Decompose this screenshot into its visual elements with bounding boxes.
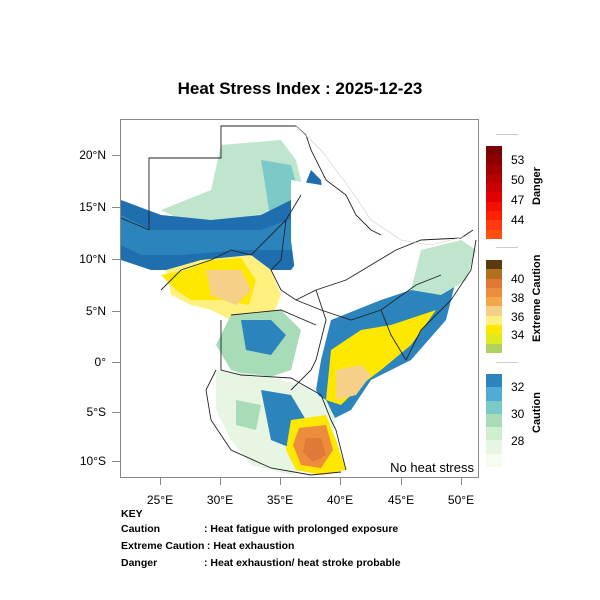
y-axis-label: 5°N	[85, 304, 106, 318]
colorbar-swatch	[486, 325, 502, 335]
x-tick	[461, 478, 462, 485]
key-category: Danger	[121, 557, 158, 569]
colorbar-swatch	[486, 146, 502, 156]
extreme-caution-colorbar	[486, 260, 502, 353]
y-tick	[112, 155, 120, 156]
y-axis-label: 10°S	[79, 454, 106, 468]
x-tick	[340, 478, 341, 485]
danger-colorbar	[486, 146, 502, 239]
colorbar-swatch	[486, 155, 502, 165]
key-category: Extreme Caution	[121, 540, 205, 552]
colorbar-swatch	[486, 201, 502, 212]
danger-tick-label: 53	[511, 153, 525, 167]
y-tick	[112, 207, 120, 208]
caution-legend-title: Caution	[531, 392, 543, 433]
x-tick	[160, 478, 161, 485]
danger-legend-title: Danger	[531, 167, 543, 205]
colorbar-swatch	[486, 334, 502, 344]
caution-colorbar	[486, 374, 502, 467]
danger-tick-label: 47	[511, 193, 525, 207]
y-tick	[112, 412, 120, 413]
y-tick	[112, 362, 120, 363]
x-axis-label: 45°E	[387, 493, 415, 507]
extreme-caution-tick-label: 34	[511, 328, 525, 342]
extreme-caution-tick-label: 40	[511, 272, 525, 286]
x-axis-label: 35°E	[266, 493, 294, 507]
key-row-extreme-caution: Extreme Caution : Heat exhaustion	[121, 540, 294, 552]
y-tick	[112, 311, 120, 312]
colorbar-swatch	[486, 260, 502, 270]
extreme-caution-legend-title: Extreme Caution	[531, 254, 543, 342]
colorbar-swatch	[486, 453, 502, 467]
key-description: : Heat exhaustion	[204, 540, 295, 552]
no-heat-stress-label: No heat stress	[390, 460, 474, 475]
caution-tick-label: 28	[511, 434, 525, 448]
danger-tick-label: 50	[511, 173, 525, 187]
colorbar-swatch	[486, 229, 502, 239]
colorbar-swatch	[486, 192, 502, 202]
colorbar-swatch	[486, 413, 502, 428]
colorbar-swatch	[486, 211, 502, 221]
colorbar-swatch	[486, 297, 502, 307]
y-tick	[112, 461, 120, 462]
colorbar-swatch	[486, 400, 502, 414]
colorbar-swatch	[486, 387, 502, 401]
y-axis-label: 15°N	[79, 200, 106, 214]
legend-divider	[496, 247, 518, 248]
extreme-caution-tick-label: 38	[511, 291, 525, 305]
colorbar-swatch	[486, 306, 502, 316]
colorbar-swatch	[486, 374, 502, 388]
y-tick	[112, 259, 120, 260]
x-tick	[220, 478, 221, 485]
key-category: Caution	[121, 523, 161, 535]
y-axis-label: 10°N	[79, 252, 106, 266]
y-axis-label: 20°N	[79, 148, 106, 162]
colorbar-swatch	[486, 343, 502, 353]
colorbar-swatch	[486, 440, 502, 454]
colorbar-swatch	[486, 220, 502, 230]
legend-divider	[496, 134, 518, 135]
x-axis-label: 25°E	[146, 493, 174, 507]
danger-tick-label: 44	[511, 213, 525, 227]
key-row-danger: Danger : Heat exhaustion/ heat stroke pro…	[121, 557, 401, 569]
colorbar-swatch	[486, 173, 502, 184]
x-axis-label: 50°E	[447, 493, 475, 507]
colorbar-swatch	[486, 278, 502, 288]
extreme-caution-tick-label: 36	[511, 310, 525, 324]
legend-divider	[496, 362, 518, 363]
colorbar-swatch	[486, 315, 502, 326]
y-axis-label: 5°S	[86, 405, 106, 419]
colorbar-swatch	[486, 164, 502, 174]
x-axis-label: 40°E	[326, 493, 354, 507]
heat-stress-map: No heat stress	[120, 119, 479, 478]
key-description: : Heat fatigue with prolonged exposure	[204, 523, 399, 535]
colorbar-swatch	[486, 269, 502, 279]
x-axis-label: 30°E	[206, 493, 234, 507]
x-tick	[401, 478, 402, 485]
caution-tick-label: 32	[511, 380, 525, 394]
map-graphic	[121, 125, 477, 476]
colorbar-swatch	[486, 287, 502, 298]
x-tick	[280, 478, 281, 485]
key-row-caution: Caution : Heat fatigue with prolonged exp…	[121, 523, 398, 535]
map-title: Heat Stress Index : 2025-12-23	[177, 79, 423, 98]
key-description: : Heat exhaustion/ heat stroke probable	[204, 557, 401, 569]
colorbar-swatch	[486, 427, 502, 441]
caution-tick-label: 30	[511, 407, 525, 421]
y-axis-label: 0°	[94, 355, 106, 369]
colorbar-swatch	[486, 183, 502, 193]
key-heading: KEY	[121, 508, 143, 520]
